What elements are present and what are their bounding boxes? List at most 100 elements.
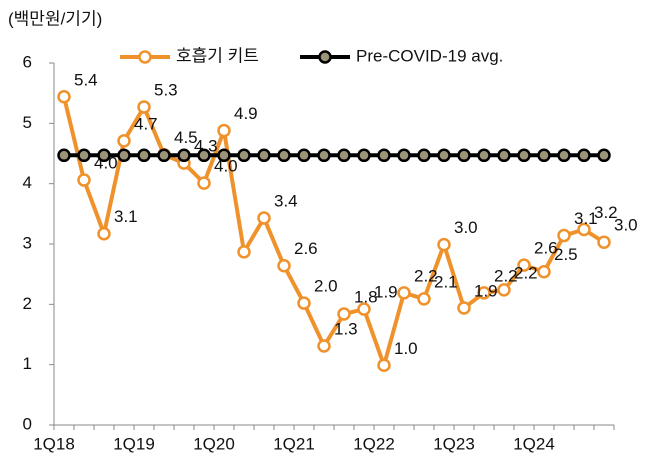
point-marker [497, 148, 511, 163]
point-marker [357, 148, 371, 163]
point-marker [297, 296, 311, 310]
point-marker [417, 148, 431, 163]
point-marker [477, 286, 491, 300]
point-marker [437, 237, 451, 252]
data-label: 4.7 [134, 114, 158, 133]
data-label: 2.5 [554, 245, 578, 264]
point-marker [597, 148, 611, 163]
point-marker [77, 173, 91, 187]
point-marker [477, 148, 491, 163]
data-label: 3.0 [454, 218, 478, 237]
data-label: 2.2 [494, 266, 518, 285]
data-label: 1.9 [374, 283, 398, 302]
point-marker [97, 226, 111, 241]
point-marker [297, 148, 311, 163]
point-marker [177, 148, 191, 163]
point-marker [317, 148, 331, 163]
data-label: 3.1 [114, 207, 138, 226]
point-marker [117, 134, 131, 148]
point-marker [457, 148, 471, 163]
x-tick-label: 1Q23 [433, 434, 475, 453]
point-marker [397, 286, 411, 300]
y-tick-label: 2 [23, 294, 32, 313]
point-marker [277, 148, 291, 163]
point-marker [377, 148, 391, 163]
y-tick-label: 3 [23, 233, 32, 252]
legend-label: Pre-COVID-19 avg. [356, 46, 503, 65]
data-label: 2.1 [434, 272, 458, 291]
point-marker [517, 148, 531, 163]
point-marker [537, 265, 551, 279]
x-tick-label: 1Q19 [113, 434, 155, 453]
point-marker [377, 358, 391, 373]
point-marker [457, 301, 471, 315]
data-label: 2.6 [294, 239, 318, 258]
x-tick-label: 1Q18 [33, 434, 75, 453]
point-marker [577, 222, 591, 237]
point-marker [317, 339, 331, 353]
data-label: 3.1 [574, 209, 598, 228]
point-marker [57, 148, 71, 163]
point-marker [137, 148, 151, 163]
y-tick-label: 4 [23, 173, 32, 192]
y-tick-label: 6 [23, 52, 32, 71]
point-marker [517, 258, 531, 272]
point-marker [277, 258, 291, 273]
point-marker [237, 148, 251, 163]
x-tick-label: 1Q20 [193, 434, 235, 453]
legend-marker [138, 50, 152, 64]
data-label: 3.4 [274, 192, 298, 211]
point-marker [357, 302, 371, 316]
point-marker [537, 148, 551, 163]
data-label: 1.3 [334, 319, 358, 338]
point-marker [397, 148, 411, 163]
y-tick-label: 1 [23, 354, 32, 373]
data-label: 2.2 [514, 263, 538, 282]
series-line [62, 96, 606, 368]
x-tick-label: 1Q22 [353, 434, 395, 453]
data-label: 2.0 [314, 277, 338, 296]
data-label: 1.9 [474, 281, 498, 300]
data-label: 2.2 [414, 266, 438, 285]
point-marker [597, 235, 611, 249]
data-label: 1.8 [354, 287, 378, 306]
x-tick-label: 1Q24 [513, 434, 555, 453]
point-marker [197, 176, 211, 190]
data-label: 3.2 [594, 203, 618, 222]
point-marker [77, 148, 91, 163]
point-marker [137, 100, 151, 114]
point-marker [257, 211, 271, 225]
data-label: 4.5 [174, 128, 198, 147]
data-label: 5.4 [74, 70, 98, 89]
point-marker [257, 148, 271, 163]
point-marker [577, 148, 591, 163]
point-marker [217, 148, 231, 163]
data-label: 3.0 [614, 216, 638, 235]
point-marker [557, 148, 571, 163]
x-tick-label: 1Q21 [273, 434, 315, 453]
y-tick-label: 5 [23, 113, 32, 132]
point-marker [57, 90, 71, 104]
point-marker [97, 148, 111, 163]
point-marker [117, 148, 131, 163]
y-tick-label: 0 [23, 414, 32, 433]
point-marker [197, 148, 211, 163]
point-marker [437, 148, 451, 163]
legend-label: 호흡기 키트 [176, 46, 259, 65]
point-marker [337, 307, 351, 321]
point-marker [557, 228, 571, 243]
data-label: 1.0 [394, 339, 418, 358]
point-marker [497, 283, 511, 297]
point-marker [157, 148, 171, 163]
point-marker [237, 245, 251, 259]
point-marker [217, 123, 231, 138]
data-label: 4.0 [214, 157, 238, 176]
data-label: 4.9 [234, 104, 258, 123]
point-marker [417, 292, 431, 306]
y-axis-label: (백만원/기기) [8, 9, 102, 28]
data-label: 5.3 [154, 81, 178, 100]
point-marker [337, 148, 351, 163]
data-label: 2.6 [534, 239, 558, 258]
legend-marker [318, 50, 332, 64]
